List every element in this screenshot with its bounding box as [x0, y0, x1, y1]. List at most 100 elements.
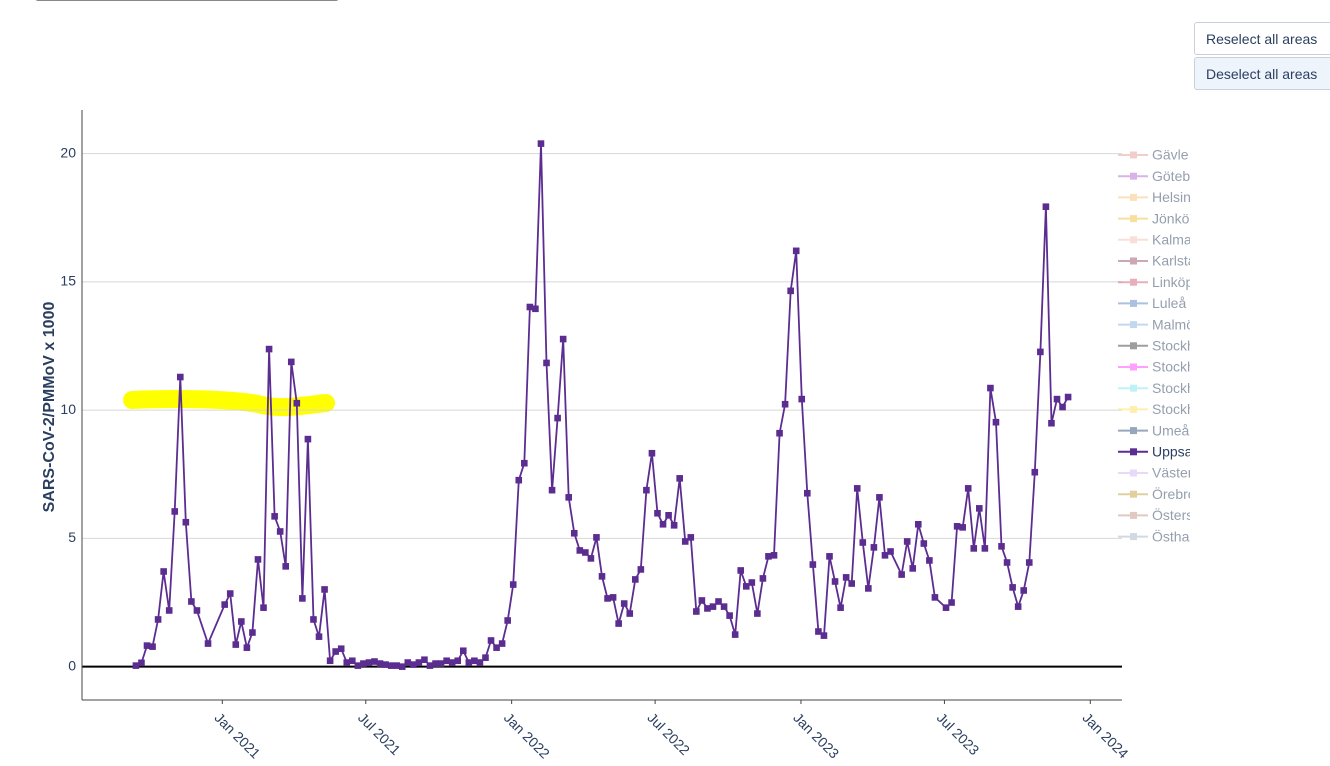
legend-label: Luleå	[1152, 295, 1186, 311]
data-point	[831, 578, 839, 585]
deselect-button[interactable]: Deselect all areas	[1194, 57, 1330, 90]
legend-label: Örebro	[1152, 485, 1190, 502]
data-point	[887, 548, 894, 555]
legend-label: Gävle	[1152, 147, 1189, 163]
data-point	[498, 640, 506, 647]
data-point	[565, 494, 573, 501]
data-point	[271, 513, 278, 520]
data-point	[238, 618, 245, 625]
data-point	[648, 449, 656, 457]
legend-label: Stockholm-Henriksdal	[1152, 380, 1190, 396]
legend-item[interactable]: Gävle	[1118, 147, 1189, 163]
legend-swatch-marker	[1130, 469, 1137, 477]
data-point	[781, 400, 789, 408]
legend-swatch-marker	[1130, 151, 1137, 159]
y-tick-label: 10	[60, 401, 76, 417]
data-point	[1053, 395, 1061, 403]
legend-item[interactable]: Östersund	[1118, 506, 1190, 523]
legend-label: Stockholm-Käppala	[1152, 401, 1190, 417]
legend-item[interactable]: Linköping	[1118, 274, 1190, 290]
legend-swatch-marker	[1130, 490, 1137, 498]
legend-item[interactable]: Stockholm-Henriksdal	[1118, 380, 1190, 396]
data-point	[276, 528, 284, 535]
data-point	[532, 305, 539, 313]
legend-item[interactable]: Luleå	[1118, 295, 1186, 311]
legend-item[interactable]: Kalmar	[1118, 232, 1190, 248]
legend-swatch-marker	[1130, 193, 1137, 201]
legend-item[interactable]: Uppsala	[1118, 444, 1190, 460]
data-point	[1064, 393, 1072, 401]
data-point	[992, 418, 1000, 426]
legend-item[interactable]: Västerås	[1118, 465, 1190, 481]
legend-item[interactable]: Malmö	[1118, 316, 1190, 332]
legend-item[interactable]: Stockholm-Grödinge	[1118, 359, 1190, 375]
legend-label: Östhammar	[1152, 527, 1190, 544]
legend-item[interactable]: Örebro	[1118, 485, 1190, 502]
data-point	[432, 660, 439, 667]
data-point	[182, 518, 190, 526]
data-point	[681, 538, 689, 545]
data-point	[643, 486, 650, 494]
data-point	[654, 509, 661, 517]
data-point	[582, 549, 589, 556]
legend-label: Umeå	[1152, 422, 1190, 438]
data-point	[620, 600, 628, 607]
data-point	[731, 631, 739, 638]
x-tick-label: Jan 2022	[501, 709, 553, 761]
data-point	[809, 561, 817, 568]
data-point	[249, 629, 256, 636]
data-point	[748, 579, 756, 586]
legend-item[interactable]: Karlstad	[1118, 253, 1190, 269]
data-point	[665, 512, 672, 519]
legend-item[interactable]: Stockholm-Käppala	[1118, 401, 1190, 417]
data-point	[687, 534, 695, 541]
data-point	[853, 485, 861, 492]
legend-item[interactable]: Göteborg	[1118, 168, 1190, 184]
data-point	[726, 612, 733, 619]
data-point	[876, 494, 883, 501]
data-point	[437, 660, 445, 667]
data-point	[670, 522, 678, 529]
x-tick-label: Jan 2024	[1080, 709, 1132, 761]
legend-swatch-marker	[1130, 172, 1137, 180]
legend-item[interactable]: Helsingborg	[1118, 189, 1190, 205]
data-point	[787, 287, 794, 295]
data-point	[920, 540, 928, 547]
data-point	[404, 659, 412, 666]
data-point	[465, 659, 473, 666]
data-point	[254, 556, 262, 563]
data-point	[1048, 419, 1055, 427]
data-point	[493, 644, 500, 651]
data-point	[931, 594, 939, 601]
data-point	[1031, 468, 1039, 476]
y-tick-label: 15	[60, 273, 76, 289]
data-point	[165, 607, 173, 614]
legend-swatch-marker	[1130, 405, 1137, 413]
data-point	[448, 659, 456, 666]
data-point	[382, 661, 389, 668]
data-point	[138, 659, 145, 667]
highlight-scribble	[123, 390, 335, 417]
legend-item[interactable]: Östhammar	[1118, 527, 1190, 544]
legend-swatch-marker	[1130, 215, 1137, 223]
data-point	[848, 580, 855, 587]
chart: 0 5 10 15 20 Jan 2021 Jul 2021 Jan 2022 Jul 2022…	[41, 110, 1190, 762]
data-point	[171, 508, 179, 515]
data-point	[554, 414, 561, 422]
reselect-button[interactable]: Reselect all areas	[1194, 22, 1330, 55]
data-point	[693, 608, 700, 615]
data-point	[293, 399, 301, 407]
data-point	[487, 637, 495, 644]
legend-swatch-marker	[1130, 236, 1137, 244]
data-point	[1003, 559, 1011, 566]
legend-swatch-marker	[1130, 363, 1137, 371]
data-point	[709, 603, 717, 610]
legend-item[interactable]: Stockholm-Bromma	[1118, 338, 1190, 354]
data-point	[820, 632, 828, 639]
data-point	[637, 566, 645, 573]
legend-item[interactable]: Umeå	[1118, 422, 1190, 438]
data-point	[559, 335, 567, 343]
legend-item[interactable]: Jönköping	[1118, 210, 1190, 226]
legend-swatch-marker	[1130, 278, 1137, 286]
